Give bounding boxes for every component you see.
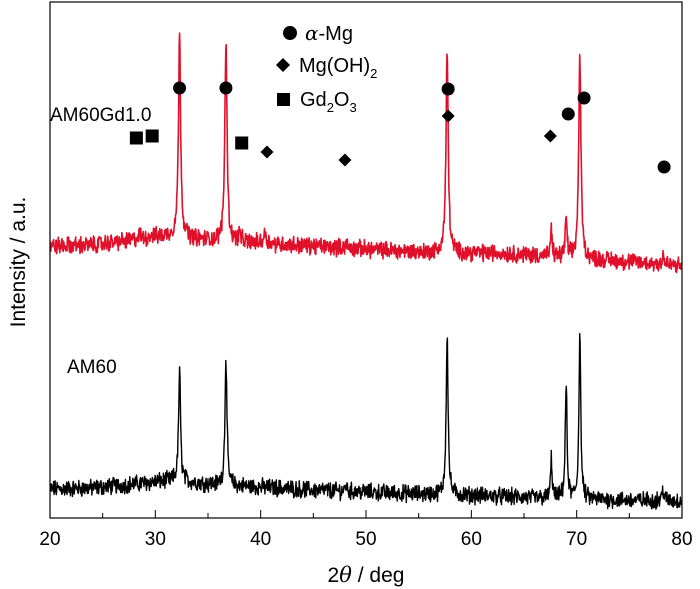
x-tick-label-30: 30 [145, 529, 166, 550]
phase-marker-square-10 [129, 131, 143, 145]
series-label-am60: AM60 [67, 357, 117, 378]
phase-marker-diamond-7 [543, 129, 557, 143]
plot-frame [49, 1, 683, 519]
y-axis-title: Intensity / a.u. [7, 197, 30, 328]
x-tick-label-60: 60 [461, 529, 482, 550]
legend-marker-circle [283, 26, 297, 40]
legend-marker-diamond [276, 58, 290, 72]
phase-marker-diamond-8 [260, 145, 274, 159]
phase-marker-diamond-9 [338, 153, 352, 167]
phase-marker-circle-4 [561, 107, 575, 121]
x-tick-label-50: 50 [355, 529, 376, 550]
legend-marker-square [277, 93, 290, 106]
series-line-am60 [50, 333, 682, 510]
phase-marker-circle-1 [219, 81, 233, 95]
phase-marker-diamond-6 [441, 109, 455, 123]
series-line-am60gd1-0 [50, 32, 682, 274]
x-tick-label-20: 20 [39, 529, 60, 550]
series-label-am60gd: AM60Gd1.0 [50, 105, 151, 126]
phase-marker-circle-2 [441, 82, 455, 96]
legend-label-gd2o3: Gd2O3 [300, 89, 357, 115]
phase-marker-layer [129, 81, 671, 174]
x-axis-ticks: 20 30 40 50 60 70 80 [39, 510, 693, 550]
x-axis-title: 2θ / deg [328, 563, 405, 587]
phase-marker-circle-5 [657, 160, 671, 174]
x-tick-label-70: 70 [566, 529, 587, 550]
x-axis-title-suffix: / deg [352, 564, 405, 587]
x-tick-label-40: 40 [250, 529, 271, 550]
legend-label-alpha-mg: α-Mg [305, 21, 353, 45]
x-tick-label-80: 80 [671, 529, 692, 550]
phase-marker-square-12 [235, 136, 249, 150]
phase-marker-circle-0 [173, 81, 187, 95]
legend-label-mg-oh-2: Mg(OH)2 [299, 55, 377, 81]
phase-marker-square-11 [145, 129, 159, 143]
phase-marker-circle-3 [577, 91, 591, 105]
series-layer [50, 32, 682, 510]
legend: α-Mg Mg(OH)2 Gd2O3 [276, 21, 377, 115]
x-axis-title-prefix: 2 [328, 564, 340, 587]
x-axis-title-theta: θ [339, 563, 352, 587]
